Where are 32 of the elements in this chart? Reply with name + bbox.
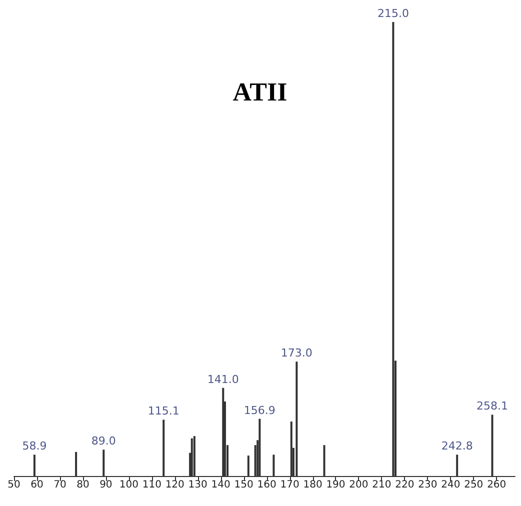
x-tick-label: 90 (100, 480, 112, 490)
x-tick-label: 220 (395, 480, 414, 490)
x-tick-label: 120 (165, 480, 184, 490)
x-tick-label: 200 (349, 480, 368, 490)
x-tick-label: 60 (30, 480, 44, 490)
annotation: 258.1 (476, 400, 508, 413)
x-tick-label: 240 (441, 480, 460, 490)
annotation: 173.0 (280, 346, 312, 360)
x-tick-label: 190 (326, 480, 346, 490)
x-tick-label: 210 (372, 480, 392, 490)
x-tick-label: 70 (54, 480, 66, 490)
x-tick-label: 110 (142, 480, 162, 490)
x-tick-label: 180 (303, 480, 322, 490)
x-tick-label: 150 (234, 480, 254, 490)
x-tick-label: 50 (8, 480, 20, 490)
text: ATII (232, 78, 288, 106)
annotation: 89.0 (91, 434, 116, 448)
annotation: 58.9 (22, 440, 47, 453)
annotation: 141.0 (207, 372, 239, 386)
x-tick-label: 100 (119, 480, 138, 490)
annotation: 115.1 (148, 404, 180, 418)
x-tick-label: 260 (487, 480, 506, 490)
annotation: 242.8 (441, 440, 473, 453)
x-tick-label: 170 (280, 480, 300, 490)
x-tick-label: 160 (257, 480, 276, 490)
x-tick-label: 140 (211, 480, 230, 490)
x-tick-label: 130 (188, 480, 208, 490)
x-tick-label: 250 (464, 480, 484, 490)
annotation: 215.0 (377, 7, 409, 20)
x-tick-label: 230 (418, 480, 438, 490)
annotation: 156.9 (244, 404, 276, 417)
x-tick-label: 80 (76, 480, 90, 490)
